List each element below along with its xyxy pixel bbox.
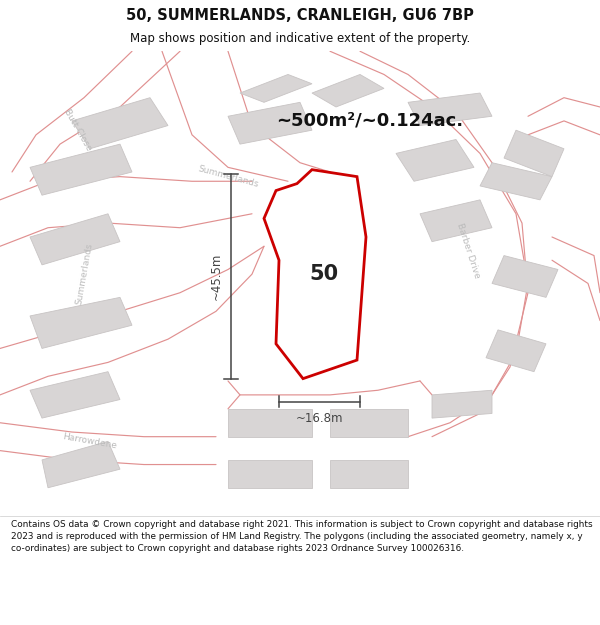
Polygon shape: [504, 130, 564, 177]
Polygon shape: [228, 460, 312, 488]
Text: ~16.8m: ~16.8m: [296, 412, 343, 424]
Polygon shape: [330, 460, 408, 488]
Polygon shape: [486, 330, 546, 372]
Text: Summerlands: Summerlands: [197, 164, 259, 189]
Polygon shape: [408, 93, 492, 126]
Polygon shape: [228, 102, 312, 144]
Text: Summerlands: Summerlands: [74, 242, 94, 306]
Polygon shape: [240, 74, 312, 102]
Polygon shape: [396, 139, 474, 181]
Polygon shape: [228, 409, 312, 437]
Polygon shape: [30, 214, 120, 265]
Text: 50, SUMMERLANDS, CRANLEIGH, GU6 7BP: 50, SUMMERLANDS, CRANLEIGH, GU6 7BP: [126, 8, 474, 23]
Text: Harrowdene: Harrowdene: [62, 432, 118, 451]
Polygon shape: [30, 298, 132, 349]
Text: ~500m²/~0.124ac.: ~500m²/~0.124ac.: [276, 112, 463, 130]
Text: 50: 50: [310, 264, 338, 284]
Polygon shape: [72, 98, 168, 149]
Polygon shape: [30, 144, 132, 195]
Text: Contains OS data © Crown copyright and database right 2021. This information is : Contains OS data © Crown copyright and d…: [11, 520, 592, 552]
Text: Map shows position and indicative extent of the property.: Map shows position and indicative extent…: [130, 32, 470, 45]
Text: Butt Close: Butt Close: [62, 107, 94, 152]
Polygon shape: [264, 169, 366, 379]
Polygon shape: [330, 409, 408, 437]
Polygon shape: [432, 390, 492, 418]
Text: Barber Drive: Barber Drive: [455, 222, 481, 280]
Polygon shape: [312, 74, 384, 107]
Polygon shape: [480, 162, 552, 200]
Polygon shape: [492, 256, 558, 298]
Polygon shape: [42, 441, 120, 488]
Text: ~45.5m: ~45.5m: [209, 253, 223, 300]
Polygon shape: [30, 372, 120, 418]
Polygon shape: [420, 200, 492, 242]
